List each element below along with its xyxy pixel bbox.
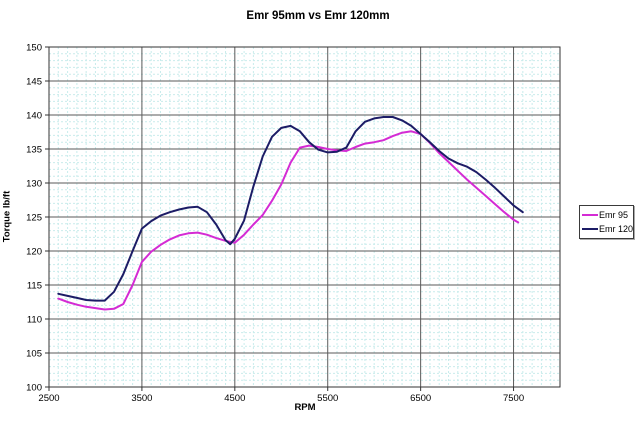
y-tick-label: 145 xyxy=(26,77,42,88)
x-tick-label: 3500 xyxy=(131,393,152,404)
y-tick-label: 105 xyxy=(26,349,42,360)
x-axis-title: RPM xyxy=(294,402,316,413)
x-tick-label: 2500 xyxy=(38,393,59,404)
legend: Emr 95 Emr 120 xyxy=(579,205,634,239)
legend-label: Emr 120 xyxy=(599,224,634,234)
x-tick-label: 7500 xyxy=(503,393,524,404)
series-line-emr-95 xyxy=(57,130,520,311)
y-tick-label: 100 xyxy=(26,383,42,394)
legend-entry: Emr 95 xyxy=(582,208,630,222)
y-tick-label: 120 xyxy=(26,247,42,258)
y-tick-label: 130 xyxy=(26,179,42,190)
y-tick-label: 110 xyxy=(27,315,42,326)
x-tick-label: 6500 xyxy=(410,393,431,404)
x-tick-label: 5500 xyxy=(317,393,338,404)
series-line-emr-120 xyxy=(57,116,524,302)
y-axis-title: Torque lb/ft xyxy=(1,190,13,243)
x-tick-label: 4500 xyxy=(224,393,245,404)
y-tick-label: 135 xyxy=(26,145,42,156)
y-tick-label: 140 xyxy=(26,111,42,122)
chart-title: Emr 95mm vs Emr 120mm xyxy=(246,10,390,22)
legend-line-swatch xyxy=(582,214,598,216)
legend-entry: Emr 120 xyxy=(582,222,634,236)
legend-line-swatch xyxy=(582,228,598,230)
legend-label: Emr 95 xyxy=(599,210,629,220)
y-tick-label: 125 xyxy=(26,213,42,224)
y-tick-label: 150 xyxy=(26,43,42,54)
y-tick-label: 115 xyxy=(27,281,42,292)
